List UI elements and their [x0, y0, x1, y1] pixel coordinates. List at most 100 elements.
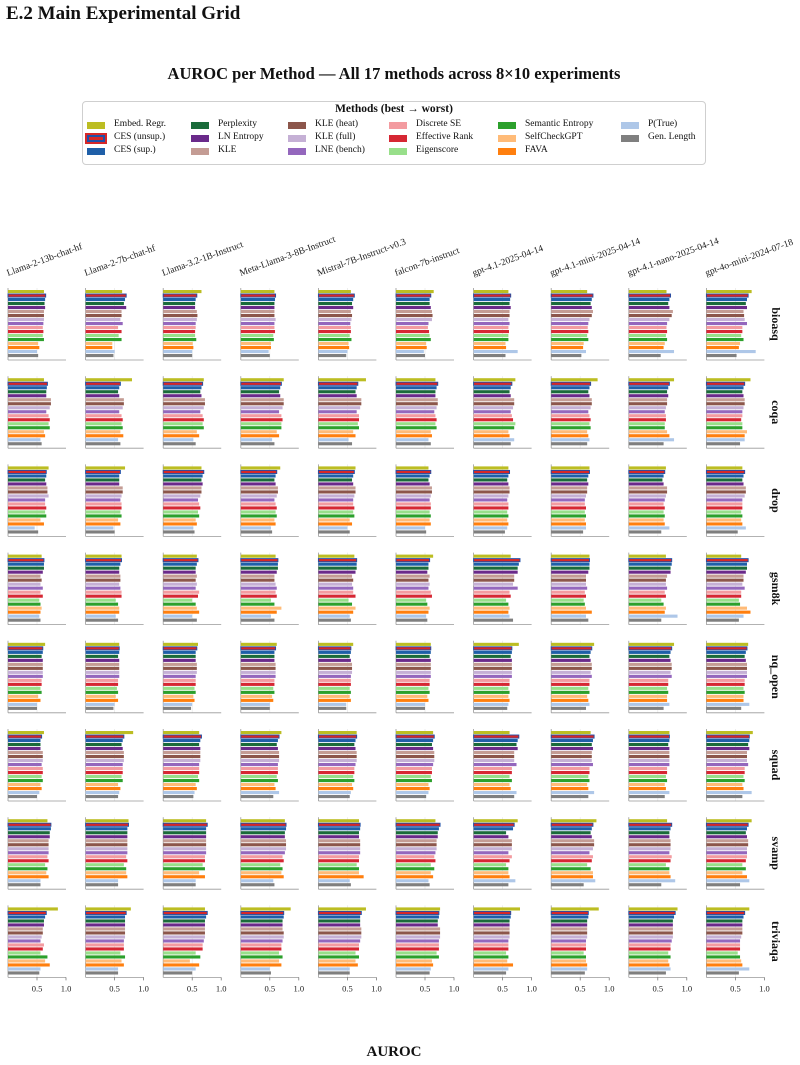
- bar: [473, 293, 512, 298]
- bar: [8, 510, 46, 514]
- legend-swatch: [389, 135, 407, 142]
- bar: [628, 783, 665, 787]
- bar: [318, 618, 351, 622]
- bar: [85, 967, 119, 971]
- bar: [85, 658, 120, 662]
- bar: [396, 642, 431, 646]
- bar: [473, 822, 515, 827]
- bar: [163, 702, 193, 706]
- bar: [318, 919, 361, 923]
- bar: [628, 690, 669, 694]
- bar: [240, 290, 275, 294]
- bar: [473, 578, 515, 582]
- bar: [396, 474, 430, 478]
- bar: [706, 863, 743, 867]
- bar: [163, 682, 196, 686]
- bar: [8, 839, 49, 843]
- legend-label: Semantic Entropy: [525, 119, 594, 129]
- bar: [396, 414, 436, 418]
- bar: [396, 486, 432, 490]
- bar: [85, 586, 121, 590]
- bar: [628, 330, 668, 334]
- bar: [85, 590, 122, 594]
- x-tick-label: 1.0: [61, 983, 72, 993]
- bar: [473, 831, 507, 835]
- bar: [628, 763, 670, 767]
- bar: [85, 306, 127, 310]
- bar: [551, 478, 588, 482]
- x-tick-label: 0.5: [342, 983, 353, 993]
- bar: [706, 690, 745, 694]
- bar: [85, 867, 127, 871]
- bar: [163, 967, 196, 971]
- bar: [706, 867, 746, 871]
- bar: [8, 530, 39, 534]
- bar: [163, 290, 202, 294]
- bar: [240, 414, 282, 418]
- bar: [240, 851, 285, 855]
- bar: [240, 418, 283, 422]
- bar: [8, 574, 41, 578]
- bar: [706, 514, 743, 518]
- bar: [85, 598, 116, 602]
- bar: [628, 586, 668, 590]
- bar: [8, 755, 43, 759]
- legend-swatch: [87, 122, 105, 129]
- bar: [8, 670, 43, 674]
- bar: [85, 442, 121, 446]
- bar: [473, 562, 519, 566]
- bar: [551, 522, 586, 526]
- bar: [551, 935, 588, 939]
- bar: [396, 578, 429, 582]
- bar: [317, 910, 362, 915]
- bar: [473, 438, 515, 442]
- bar: [473, 386, 511, 390]
- bar: [318, 751, 357, 755]
- bar: [163, 747, 201, 751]
- bar: [240, 594, 277, 598]
- bar: [8, 871, 47, 875]
- legend-swatch: [498, 148, 516, 155]
- bar: [396, 658, 431, 662]
- bar: [240, 602, 275, 606]
- bar: [628, 935, 673, 939]
- bar: [473, 839, 512, 843]
- bar: [628, 554, 666, 558]
- bar: [163, 919, 205, 923]
- bar: [85, 939, 124, 943]
- bar: [628, 606, 666, 610]
- bar: [240, 955, 283, 959]
- bar: [163, 971, 193, 975]
- bar: [240, 486, 278, 490]
- bar: [551, 414, 590, 418]
- bar: [318, 931, 362, 935]
- bar: [628, 318, 670, 322]
- bar: [240, 662, 276, 666]
- bar: [163, 474, 203, 478]
- bar: [7, 822, 52, 827]
- bar: [473, 743, 517, 747]
- bar: [318, 482, 354, 486]
- bar: [85, 690, 119, 694]
- bar: [318, 414, 359, 418]
- bar: [163, 618, 197, 622]
- bar: [706, 578, 744, 582]
- bar: [85, 494, 122, 498]
- bar: [163, 879, 196, 883]
- bar: [163, 759, 201, 763]
- bar: [628, 795, 665, 799]
- bar: [628, 426, 665, 430]
- bar: [85, 791, 120, 795]
- bar: [8, 863, 46, 867]
- bar: [318, 506, 355, 510]
- bar: [551, 763, 593, 767]
- bar: [240, 783, 275, 787]
- bar: [628, 466, 666, 470]
- bar: [85, 795, 119, 799]
- bar: [473, 654, 511, 658]
- bar: [706, 771, 745, 775]
- bar: [163, 482, 203, 486]
- legend-label: FAVA: [525, 145, 548, 155]
- legend-label: KLE (heat): [315, 119, 358, 129]
- bar: [551, 967, 588, 971]
